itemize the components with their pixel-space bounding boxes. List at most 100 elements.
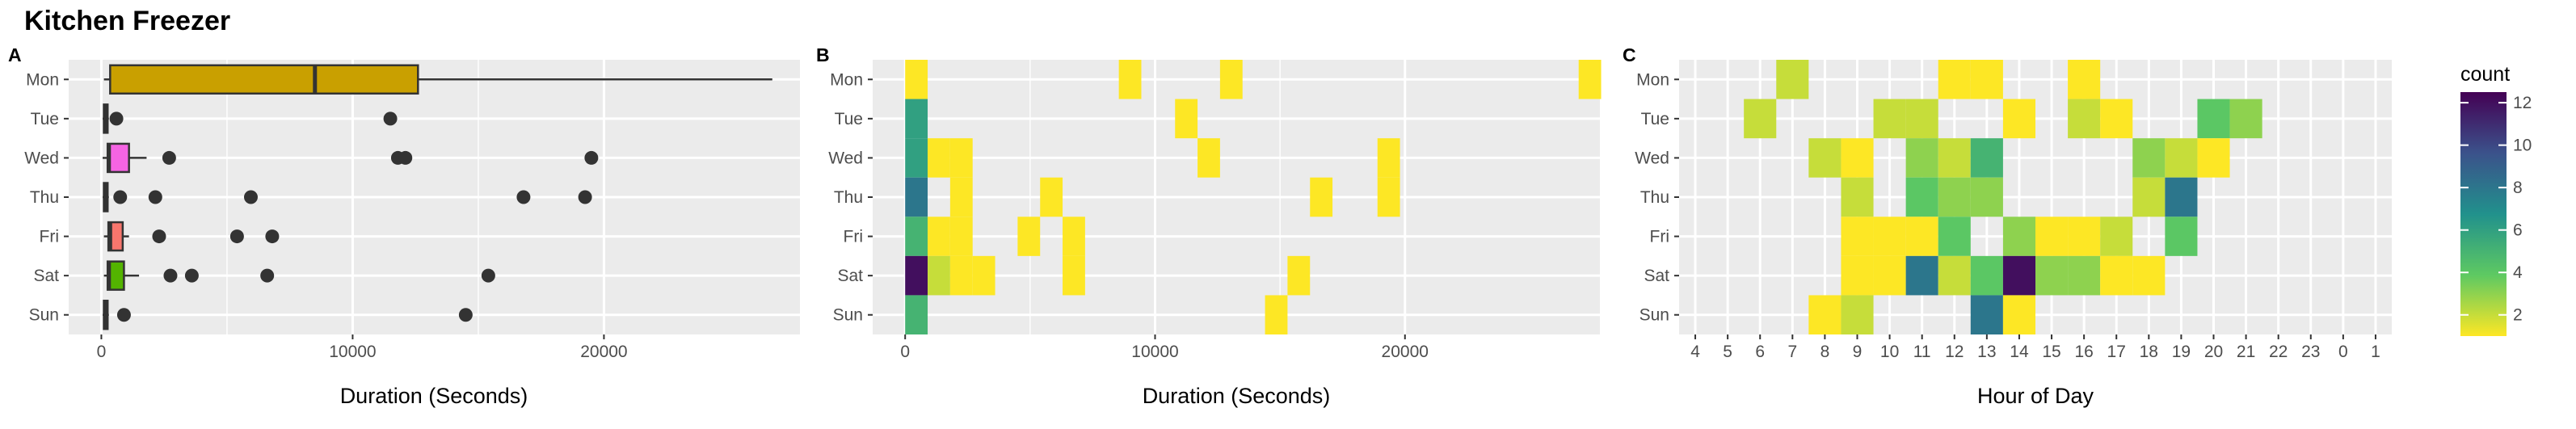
panel-c-x-tick-label: 11 <box>1913 343 1931 361</box>
hour-cell-sat-10 <box>1873 255 1906 296</box>
outlier-point-fri <box>229 229 244 244</box>
legend-tick-label: 6 <box>2513 221 2523 240</box>
outlier-point-thu <box>148 190 162 204</box>
heat-cell-thu <box>949 177 973 217</box>
heat-cell-mon <box>905 60 928 99</box>
legend-tick-label: 8 <box>2513 179 2523 197</box>
heat-cell-mon <box>1578 60 1602 99</box>
panel-b-y-tick-label-mon: Mon <box>830 70 863 89</box>
panel-c-x-tick-label: 15 <box>2042 343 2060 361</box>
panel-c-x-axis-title: Hour of Day <box>1977 384 2094 408</box>
panel-c-y-tick-label-tue: Tue <box>1641 110 1669 128</box>
heat-cell-sat <box>972 255 995 296</box>
panel-c-x-tick-label: 10 <box>1880 343 1899 361</box>
heat-cell-thu <box>1377 177 1400 217</box>
outlier-point-sun <box>458 308 473 322</box>
panel-a-x-axis-title: Duration (Seconds) <box>340 384 528 408</box>
panel-b-x-tick-label: 10000 <box>1131 343 1178 361</box>
hour-cell-thu-13 <box>1970 177 2003 217</box>
hour-cell-sat-12 <box>1938 255 1971 296</box>
panel-c-x-tick-label: 8 <box>1820 343 1830 361</box>
outlier-point-wed <box>584 150 599 165</box>
hour-cell-sat-18 <box>2132 255 2166 296</box>
color-legend: count 2 4 6 8 10 12 <box>2460 63 2532 336</box>
panel-c-x-tick-label: 16 <box>2074 343 2093 361</box>
heat-cell-tue <box>905 99 928 139</box>
hour-cell-tue-6 <box>1744 99 1777 139</box>
panel-c-x-tick-label: 18 <box>2140 343 2158 361</box>
hour-cell-fri-12 <box>1938 217 1971 256</box>
outlier-point-thu <box>516 190 531 204</box>
hour-cell-fri-15 <box>2035 217 2069 256</box>
panel-a-y-tick-label-tue: Tue <box>31 110 59 128</box>
hour-cell-mon-12 <box>1938 60 1971 99</box>
panel-a-y-tick-label-thu: Thu <box>30 188 59 207</box>
legend-tick-label: 10 <box>2513 137 2532 155</box>
panel-b-x-tick-label: 20000 <box>1382 343 1429 361</box>
heat-cell-tue <box>1175 99 1198 139</box>
heat-cell-fri <box>1017 217 1041 256</box>
panel-a-y-tick-label-sun: Sun <box>29 306 59 325</box>
hour-cell-sat-13 <box>1970 255 2003 296</box>
panel-c-x-tick-label: 13 <box>1977 343 1996 361</box>
hour-cell-thu-11 <box>1905 177 1938 217</box>
legend-colorbar <box>2460 92 2507 336</box>
outlier-point-sun <box>116 308 131 322</box>
panel-a-y-tick-label-fri: Fri <box>40 228 60 246</box>
panel-c-y-tick-label-sat: Sat <box>1644 267 1669 285</box>
outlier-point-thu <box>578 190 592 204</box>
panel-b-y-tick-label-fri: Fri <box>844 228 864 246</box>
panel-c-x-tick-label: 12 <box>1945 343 1964 361</box>
panel-a-x-tick-label: 10000 <box>329 343 376 361</box>
hour-cell-fri-11 <box>1905 217 1938 256</box>
panel-a-x-tick-label: 0 <box>97 343 107 361</box>
panel-b-heatmap: B 0 10000 20000 Mon Tue Wed Thu Fri Sat Sun Durat… <box>816 44 1602 408</box>
panel-a-y-tick-label-wed: Wed <box>24 149 59 167</box>
panel-c-x-tick-label: 20 <box>2204 343 2223 361</box>
hour-cell-mon-7 <box>1776 60 1809 99</box>
panel-c-y-tick-label-mon: Mon <box>1636 70 1669 89</box>
hour-cell-wed-13 <box>1970 138 2003 178</box>
heat-cell-wed <box>949 138 973 178</box>
outlier-point-wed <box>162 150 176 165</box>
hour-cell-sat-14 <box>2002 255 2035 296</box>
hour-cell-tue-10 <box>1873 99 1906 139</box>
panel-b-y-tick-label-tue: Tue <box>835 110 863 128</box>
outlier-point-fri <box>265 229 280 244</box>
hour-cell-wed-12 <box>1938 138 1971 178</box>
hour-cell-wed-19 <box>2165 138 2198 178</box>
outlier-point-thu <box>113 190 128 204</box>
hour-cell-mon-13 <box>1970 60 2003 99</box>
hour-cell-thu-12 <box>1938 177 1971 217</box>
panel-b-x-axis-title: Duration (Seconds) <box>1143 384 1331 408</box>
panel-b-y-tick-label-sun: Sun <box>833 306 863 325</box>
hour-cell-sat-17 <box>2100 255 2133 296</box>
hour-cell-thu-9 <box>1841 177 1874 217</box>
outlier-point-fri <box>152 229 166 244</box>
panel-c-heatmap: C 4 5 6 7 8 9 10 11 12 13 14 15 16 17 18 19 20 21 22 23 0 1 Mo… <box>1623 44 2392 408</box>
hour-cell-fri-17 <box>2100 217 2133 256</box>
panel-c-y-tick-label-sun: Sun <box>1639 306 1669 325</box>
outlier-point-tue <box>383 111 398 126</box>
hour-cell-sun-8 <box>1808 295 1842 334</box>
hour-cell-fri-19 <box>2165 217 2198 256</box>
hour-cell-tue-14 <box>2002 99 2035 139</box>
heat-cell-wed <box>1377 138 1400 178</box>
panel-c-x-tick-label: 22 <box>2269 343 2288 361</box>
legend-tick-label: 12 <box>2513 94 2532 112</box>
panel-c-x-tick-label: 9 <box>1853 343 1863 361</box>
outlier-point-wed <box>398 150 413 165</box>
hour-cell-tue-11 <box>1905 99 1938 139</box>
hour-cell-wed-18 <box>2132 138 2166 178</box>
panel-c-x-tick-label: 19 <box>2172 343 2191 361</box>
heat-cell-sun <box>905 295 928 334</box>
outlier-point-thu <box>243 190 258 204</box>
outlier-point-sat <box>184 268 199 283</box>
hour-cell-wed-11 <box>1905 138 1938 178</box>
panel-b-x-tick-label: 0 <box>900 343 910 361</box>
hour-cell-fri-9 <box>1841 217 1874 256</box>
hour-cell-tue-17 <box>2100 99 2133 139</box>
heat-cell-sat <box>1063 255 1085 296</box>
outlier-point-sat <box>260 268 275 283</box>
